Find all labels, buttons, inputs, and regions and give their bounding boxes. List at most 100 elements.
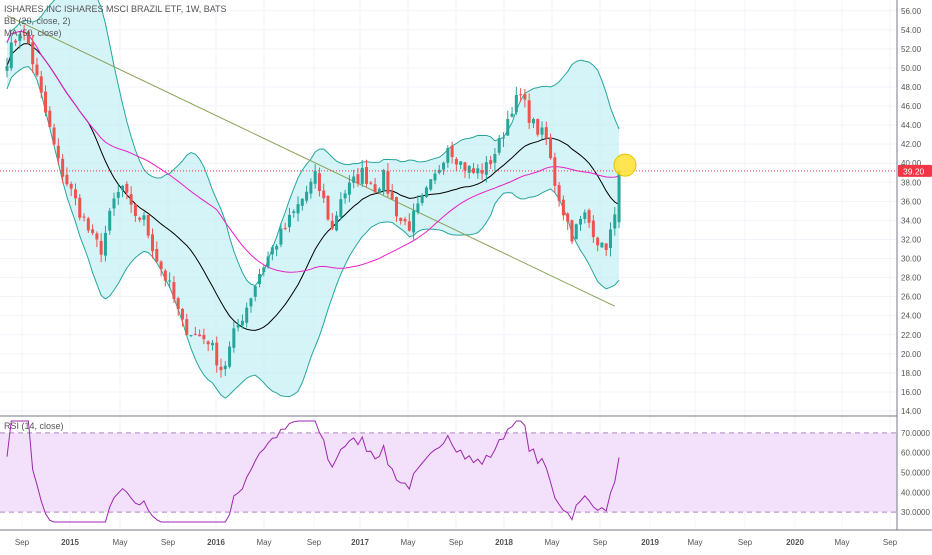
- candle-body: [279, 228, 283, 245]
- candle-body: [82, 216, 86, 218]
- candle-body: [125, 183, 129, 193]
- candle-body: [168, 280, 172, 282]
- candle-body: [429, 179, 433, 190]
- candle-body: [553, 157, 557, 186]
- time-tick-label: May: [112, 538, 127, 547]
- candle-body: [129, 194, 133, 205]
- candle-body: [69, 183, 73, 189]
- price-tick-label: 40.00: [901, 159, 922, 168]
- candle-body: [215, 342, 219, 366]
- ma-50-line: [6, 30, 620, 273]
- rsi-band-fill: [0, 432, 897, 513]
- candle-body: [78, 197, 82, 218]
- candle-body: [9, 42, 13, 69]
- trendline: [6, 15, 615, 307]
- price-axis-ticks[interactable]: 56.00 54.00 52.00 50.00 48.00 46.00 44.00 42.00…: [901, 7, 922, 416]
- time-tick-label: 2015: [61, 538, 79, 547]
- last-price-text: 39.20: [903, 166, 925, 176]
- moving-averages: [6, 30, 620, 331]
- bb-legend[interactable]: BB (20, close, 2): [4, 16, 71, 26]
- time-tick-label: May: [687, 538, 702, 547]
- candle-body: [549, 137, 553, 159]
- candle-body: [339, 199, 343, 217]
- candle-body: [232, 328, 236, 348]
- candle-body: [386, 171, 390, 194]
- price-tick-label: 48.00: [901, 83, 922, 92]
- candle-body: [73, 189, 77, 199]
- price-tick-label: 24.00: [901, 312, 922, 321]
- candle-body: [450, 145, 454, 157]
- time-axis-ticks[interactable]: Sep 2015 May Sep 2016 May Sep 2017 May Sep 2018 May…: [15, 538, 898, 547]
- candle-body: [14, 40, 18, 43]
- candle-body: [26, 31, 30, 44]
- rsi-tick-label: 50.0000: [901, 468, 930, 477]
- candle-body: [151, 234, 155, 252]
- candle-body: [356, 174, 360, 184]
- candle-body: [519, 94, 523, 96]
- candle-body: [172, 282, 176, 299]
- price-tick-label: 50.00: [901, 64, 922, 73]
- candle-body: [433, 173, 437, 181]
- rsi-tick-label: 40.0000: [901, 488, 930, 497]
- rsi-tick-label: 30.0000: [901, 508, 930, 517]
- price-tick-label: 44.00: [901, 121, 922, 130]
- time-tick-label: Sep: [883, 538, 898, 547]
- candle-body: [484, 162, 488, 175]
- ma-legend[interactable]: MA (50, close): [4, 28, 62, 38]
- price-tick-label: 32.00: [901, 235, 922, 244]
- candle-body: [5, 66, 9, 71]
- candle-body: [365, 167, 369, 184]
- candle-body: [133, 203, 137, 217]
- candle-body: [99, 240, 103, 255]
- candle-body: [198, 334, 202, 337]
- candle-body: [446, 148, 450, 163]
- bb-fill: [7, 0, 620, 399]
- time-tick-label: Sep: [15, 538, 30, 547]
- time-tick-label: 2018: [495, 538, 513, 547]
- rsi-axis-ticks[interactable]: 70.0000 60.0000 50.0000 40.0000 30.0000: [901, 429, 930, 517]
- candle-body: [253, 286, 257, 297]
- candle-body: [228, 346, 232, 367]
- candle-body: [437, 169, 441, 173]
- candle-body: [116, 192, 120, 198]
- price-tick-label: 34.00: [901, 216, 922, 225]
- candle-body: [501, 137, 505, 139]
- candle-body: [574, 224, 578, 240]
- candle-body: [159, 261, 163, 270]
- candle-body: [510, 113, 514, 117]
- candle-body: [155, 248, 159, 262]
- candle-body: [142, 215, 146, 220]
- candle-body: [566, 213, 570, 222]
- candle-body: [108, 210, 112, 231]
- candle-body: [454, 159, 458, 165]
- price-legend: ISHARES INC ISHARES MSCI BRAZIL ETF, 1W,…: [4, 3, 227, 39]
- candle-body: [377, 188, 381, 193]
- candle-body: [189, 335, 193, 337]
- candle-body: [91, 229, 95, 234]
- candle-body: [544, 127, 548, 139]
- candle-body: [283, 228, 287, 230]
- candle-body: [210, 342, 214, 346]
- candle-body: [206, 341, 210, 345]
- candle-body: [56, 145, 60, 159]
- candle-body: [185, 319, 189, 336]
- candle-body: [202, 335, 206, 340]
- rsi-legend: RSI (14, close): [4, 420, 64, 432]
- candle-body: [296, 204, 300, 214]
- candle-body: [86, 218, 90, 231]
- rsi-line: [6, 420, 620, 523]
- candle-body: [343, 193, 347, 199]
- rsi-label[interactable]: RSI (14, close): [4, 421, 64, 431]
- candle-body: [480, 170, 484, 174]
- candle-body: [39, 76, 43, 93]
- time-tick-label: 2019: [641, 538, 659, 547]
- candle-body: [18, 34, 22, 41]
- candle-body: [292, 211, 296, 213]
- candle-body: [596, 237, 600, 246]
- price-tick-label: 46.00: [901, 102, 922, 111]
- candle-body: [489, 160, 493, 165]
- candle-body: [407, 221, 411, 231]
- price-tick-label: 18.00: [901, 369, 922, 378]
